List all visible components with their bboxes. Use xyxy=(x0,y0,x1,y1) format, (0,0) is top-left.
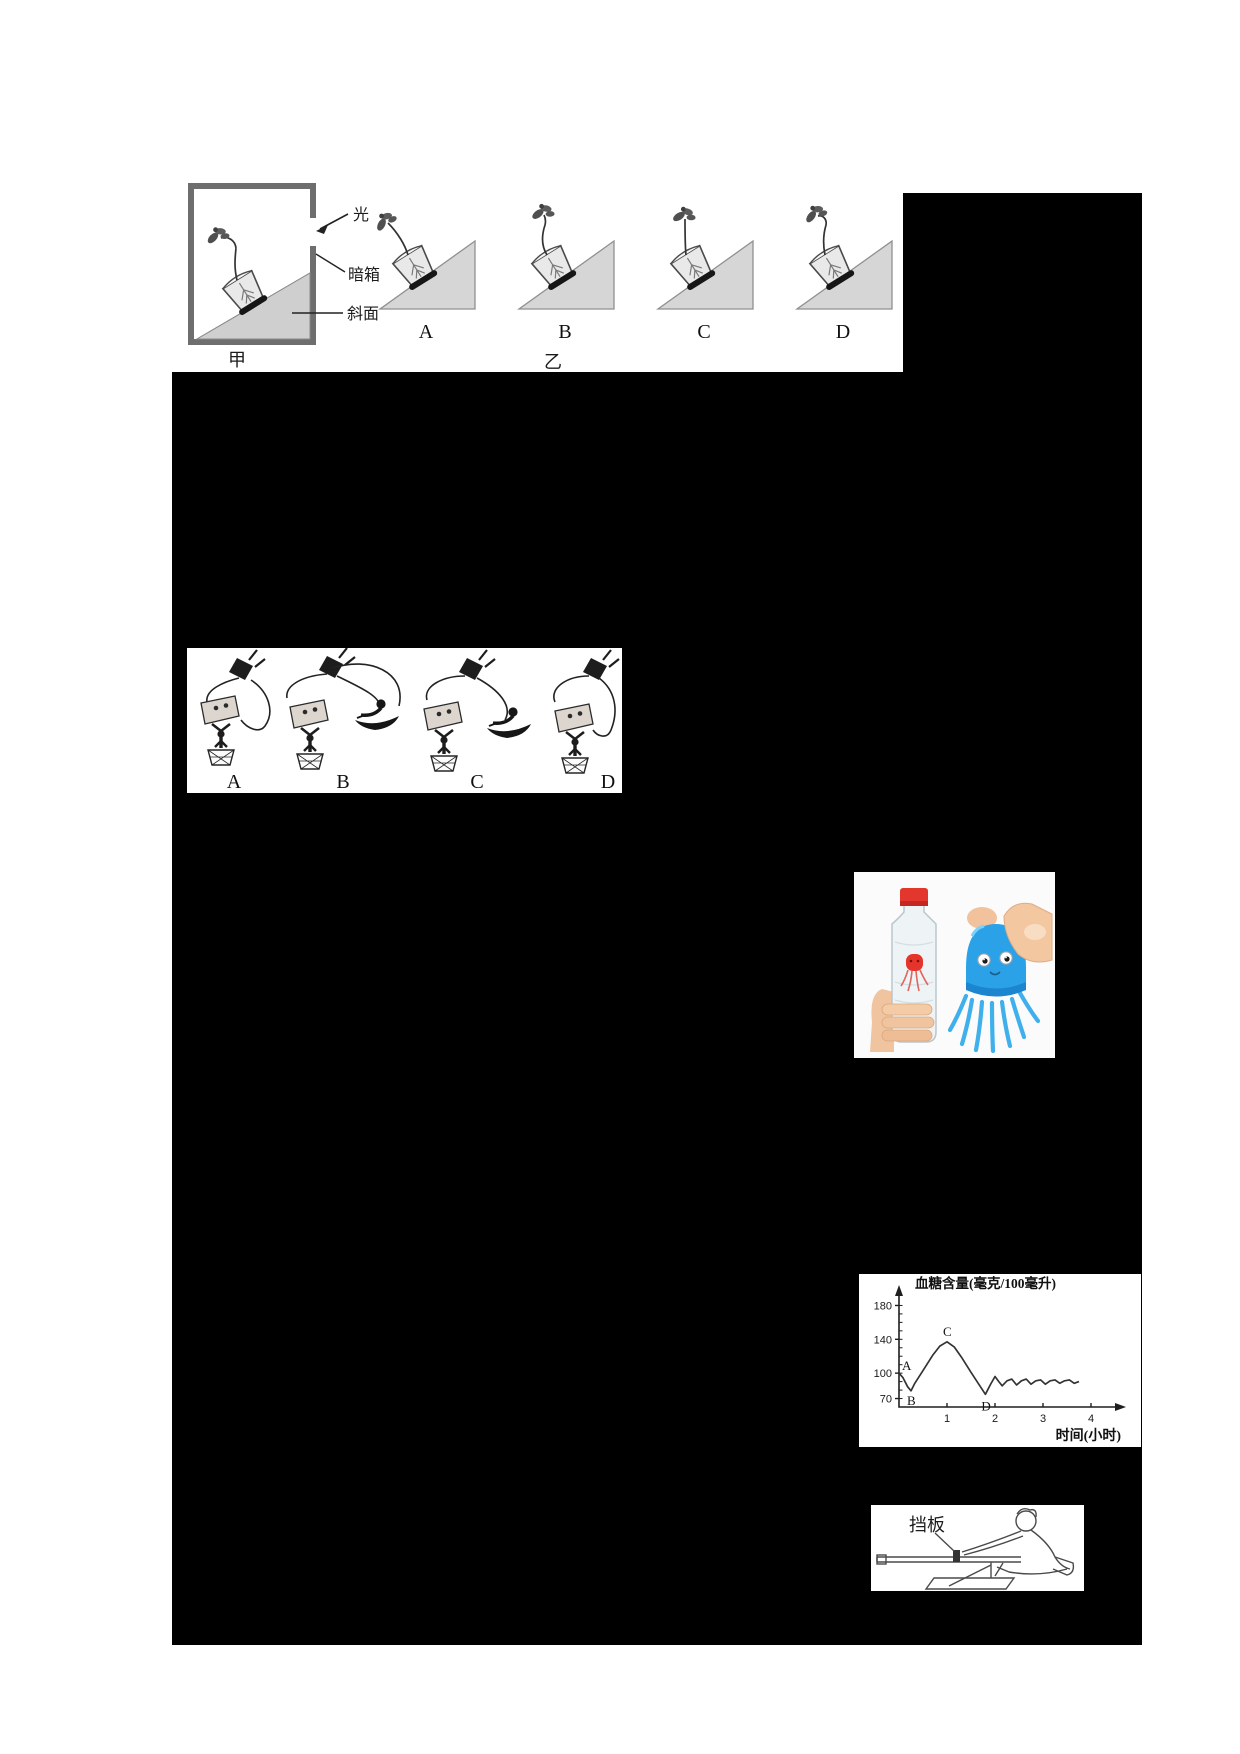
option-letter-b: B xyxy=(558,321,571,343)
plug-option-d xyxy=(553,648,621,775)
plant-option-c xyxy=(657,205,754,310)
electric-safety-figure: A B C D xyxy=(187,648,622,793)
boy-stretching xyxy=(961,1507,1075,1577)
plant-tropism-figure: 光 暗箱 斜面 甲 xyxy=(172,168,903,372)
sit-reach-drawing: 挡板 xyxy=(876,1507,1075,1590)
plug-letter-a: A xyxy=(227,771,242,793)
jellyfish-toy-photo xyxy=(854,872,1055,1058)
plant-experiment-drawing: 光 暗箱 斜面 甲 xyxy=(188,183,893,372)
label-jia: 甲 xyxy=(228,350,246,370)
point-label-d: D xyxy=(981,1398,990,1413)
finger-behind xyxy=(967,907,997,929)
jellyfish-face xyxy=(977,951,1013,976)
chart-axes xyxy=(898,1290,1119,1408)
red-jellyfish-diver xyxy=(900,954,929,992)
x-tick-label: 4 xyxy=(1088,1413,1094,1425)
jellyfish-tentacles xyxy=(947,990,1041,1054)
legs-extended xyxy=(994,1562,1068,1577)
measuring-ruler xyxy=(876,1556,1021,1563)
point-label-a: A xyxy=(902,1358,912,1373)
plug-letter-c: C xyxy=(470,771,483,793)
plant-option-d xyxy=(796,200,893,310)
label-light: 光 xyxy=(353,206,369,224)
toy-photo-drawing xyxy=(854,872,1055,1058)
baffle-leader-line xyxy=(934,1532,955,1552)
blue-jellyfish-toy xyxy=(947,902,1053,1054)
red-bottle-cap xyxy=(900,888,928,904)
glucose-curve xyxy=(898,1340,1080,1396)
option-letter-d: D xyxy=(836,321,850,343)
option-letter-c: C xyxy=(697,321,710,343)
plug-letter-d: D xyxy=(601,771,615,793)
label-slope: 斜面 xyxy=(347,305,379,323)
light-arrow xyxy=(319,213,349,230)
x-axis-arrow xyxy=(1115,1403,1126,1411)
point-label-c: C xyxy=(943,1324,952,1339)
blood-glucose-chart: 70 100 140 180 1 2 3 4 血糖含量(毫克/100毫升) 时间(小时) A B C D xyxy=(859,1274,1141,1447)
x-tick-label: 1 xyxy=(944,1413,950,1425)
x-tick-label: 2 xyxy=(992,1413,998,1425)
y-tick-label: 140 xyxy=(874,1334,892,1346)
plug-option-c xyxy=(423,648,533,773)
plant-stem xyxy=(220,236,238,281)
plant-option-b xyxy=(518,201,615,310)
label-yi: 乙 xyxy=(544,352,562,372)
y-tick-label: 180 xyxy=(874,1300,892,1312)
sit-and-reach-figure: 挡板 xyxy=(871,1505,1084,1591)
plastic-bottle xyxy=(881,888,937,1043)
point-label-b: B xyxy=(907,1393,916,1408)
y-tick-label: 70 xyxy=(880,1394,892,1406)
darkbox-leader-line xyxy=(315,253,346,273)
glucose-chart-svg: 70 100 140 180 1 2 3 4 血糖含量(毫克/100毫升) 时间(小时) A B C D xyxy=(874,1275,1126,1444)
label-baffle: 挡板 xyxy=(909,1515,945,1535)
label-dark-box: 暗箱 xyxy=(348,266,380,284)
y-tick-label: 100 xyxy=(874,1368,892,1380)
plug-letter-b: B xyxy=(336,771,349,793)
dark-box-diagram: 光 暗箱 斜面 甲 xyxy=(188,183,380,370)
option-letter-a: A xyxy=(419,321,434,343)
plant-option-a xyxy=(370,207,476,310)
baffle-block xyxy=(953,1550,960,1562)
plug-option-a xyxy=(200,648,271,767)
plug-option-b xyxy=(286,648,401,771)
plug-cartoons-drawing: A B C D xyxy=(200,648,621,793)
arms-reaching xyxy=(961,1530,1024,1556)
tester-stand xyxy=(948,1562,992,1587)
light-gap xyxy=(306,218,320,246)
x-tick-label: 3 xyxy=(1040,1413,1046,1425)
x-axis-label: 时间(小时) xyxy=(1056,1427,1122,1444)
y-axis-arrow xyxy=(895,1285,903,1296)
chart-title: 血糖含量(毫克/100毫升) xyxy=(915,1275,1056,1291)
